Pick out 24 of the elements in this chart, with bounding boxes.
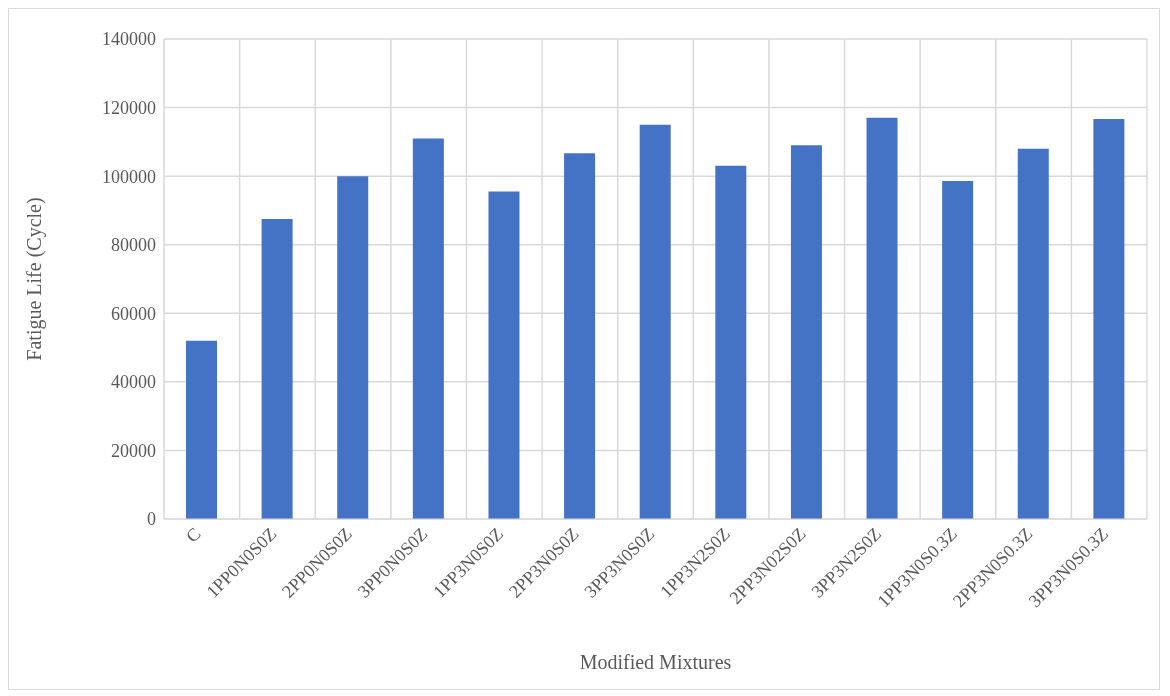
bar bbox=[186, 340, 217, 519]
y-tick-label: 140000 bbox=[102, 29, 156, 50]
y-tick-label: 0 bbox=[147, 509, 156, 530]
bar bbox=[261, 219, 293, 519]
bar bbox=[488, 191, 520, 519]
x-tick-label: C bbox=[182, 523, 205, 547]
bar bbox=[1017, 148, 1049, 519]
y-tick-label: 80000 bbox=[111, 235, 156, 256]
bar bbox=[337, 176, 369, 519]
x-axis-title: Modified Mixtures bbox=[579, 651, 732, 673]
y-tick-label: 40000 bbox=[111, 372, 156, 393]
bar bbox=[639, 124, 671, 519]
y-tick-label: 60000 bbox=[111, 303, 156, 324]
bar bbox=[866, 117, 898, 519]
bar bbox=[412, 138, 444, 519]
bar bbox=[790, 145, 822, 519]
bar bbox=[715, 165, 747, 519]
bar bbox=[942, 180, 974, 519]
y-tick-label: 20000 bbox=[111, 440, 156, 461]
y-axis-title: Fatigue Life (Cycle) bbox=[23, 197, 47, 361]
bar bbox=[1093, 118, 1125, 519]
y-tick-label: 120000 bbox=[102, 97, 156, 118]
bar bbox=[564, 153, 596, 519]
y-tick-label: 100000 bbox=[102, 166, 156, 187]
